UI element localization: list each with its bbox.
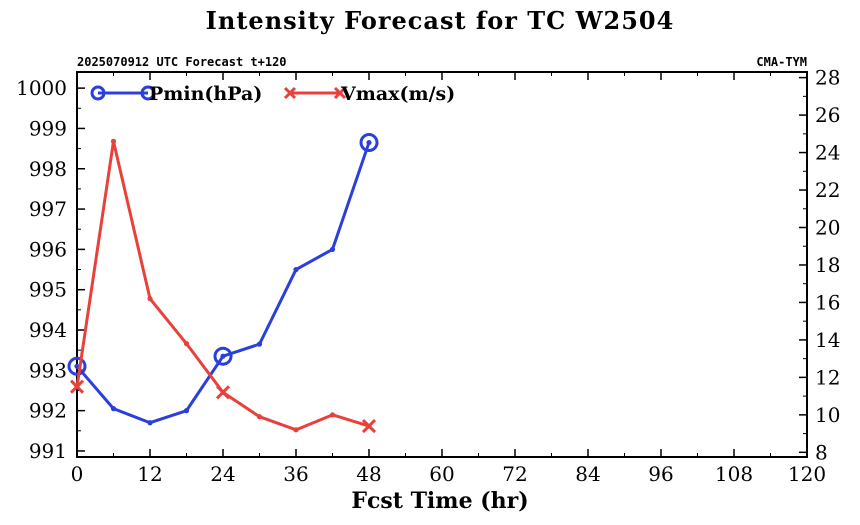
y-left-tick-label: 995 (29, 278, 67, 302)
pmin-data-point (110, 406, 117, 412)
y-left-tick-label: 991 (29, 439, 67, 463)
y-left-tick-label: 996 (29, 237, 67, 261)
y-right-tick-label: 26 (815, 103, 840, 127)
y-right-tick-label: 10 (815, 403, 840, 427)
pmin-data-point (74, 363, 80, 369)
vmax-legend-marker (333, 86, 347, 100)
plot-frame (76, 71, 808, 458)
pmin-marker (359, 133, 379, 153)
x-tick-label: 12 (137, 462, 162, 486)
vmax-data-point (256, 414, 263, 420)
pmin-data-point (183, 408, 190, 414)
vmax-series-line (75, 139, 370, 432)
x-tick-label: 96 (648, 462, 673, 486)
pmin-data-point (293, 266, 299, 273)
pmin-series-line (75, 142, 371, 425)
y-left-tick-label: 999 (29, 116, 67, 140)
pmin-marker (213, 346, 233, 366)
y-right-tick-label: 24 (815, 141, 840, 165)
y-right-tick-label: 22 (815, 178, 840, 202)
pmin-legend-marker (90, 85, 106, 101)
pmin-data-point (366, 139, 372, 146)
y-left-tick-label: 994 (29, 318, 67, 342)
vmax-marker (69, 379, 85, 394)
y-left-tick-label: 993 (29, 358, 67, 382)
x-tick-label: 24 (210, 462, 235, 486)
legend: Pmin(hPa) Vmax(m/s) (90, 83, 455, 105)
pmin-marker (67, 356, 87, 376)
y-left-tick-label: 998 (29, 157, 67, 181)
vmax-legend-label: Vmax(m/s) (340, 83, 455, 105)
vmax-data-point (293, 427, 299, 433)
vmax-marker (361, 419, 377, 434)
x-tick-label: 120 (788, 462, 826, 486)
pmin-data-point (220, 353, 226, 359)
vmax-data-point (110, 138, 117, 144)
x-tick-label: 84 (575, 462, 600, 486)
x-tick-label: 72 (502, 462, 527, 486)
x-tick-label: 0 (71, 462, 84, 486)
x-tick-label: 108 (715, 462, 753, 486)
chart-subtitle-left: 2025070912 UTC Forecast t+120 (77, 55, 287, 69)
chart-subtitle-right: CMA-TYM (756, 55, 807, 69)
vmax-marker (215, 385, 231, 400)
y-left-tick-label: 1000 (16, 76, 67, 100)
pmin-data-point (147, 420, 153, 426)
x-tick-label: 48 (356, 462, 381, 486)
pmin-data-point (329, 246, 336, 252)
y-right-tick-label: 14 (815, 328, 840, 352)
x-axis-label: Fcst Time (hr) (351, 488, 528, 514)
x-tick-label: 36 (283, 462, 308, 486)
y-left-tick-label: 992 (29, 399, 67, 423)
y-left-tick-label: 997 (29, 197, 67, 221)
pmin-legend-marker (140, 85, 156, 101)
y-right-tick-label: 20 (815, 215, 840, 239)
y-right-tick-label: 18 (815, 253, 840, 277)
pmin-data-point (256, 341, 263, 347)
vmax-legend-marker (283, 86, 297, 100)
x-tick-label: 60 (429, 462, 454, 486)
y-right-tick-label: 16 (815, 290, 840, 314)
pmin-legend-label: Pmin(hPa) (149, 83, 262, 105)
y-right-tick-label: 8 (815, 440, 828, 464)
chart-title: Intensity Forecast for TC W2504 (206, 6, 675, 35)
vmax-data-point (183, 341, 190, 347)
vmax-data-point (147, 296, 153, 302)
vmax-data-point (329, 412, 336, 418)
y-right-tick-label: 12 (815, 365, 840, 389)
y-right-tick-label: 28 (815, 66, 840, 90)
